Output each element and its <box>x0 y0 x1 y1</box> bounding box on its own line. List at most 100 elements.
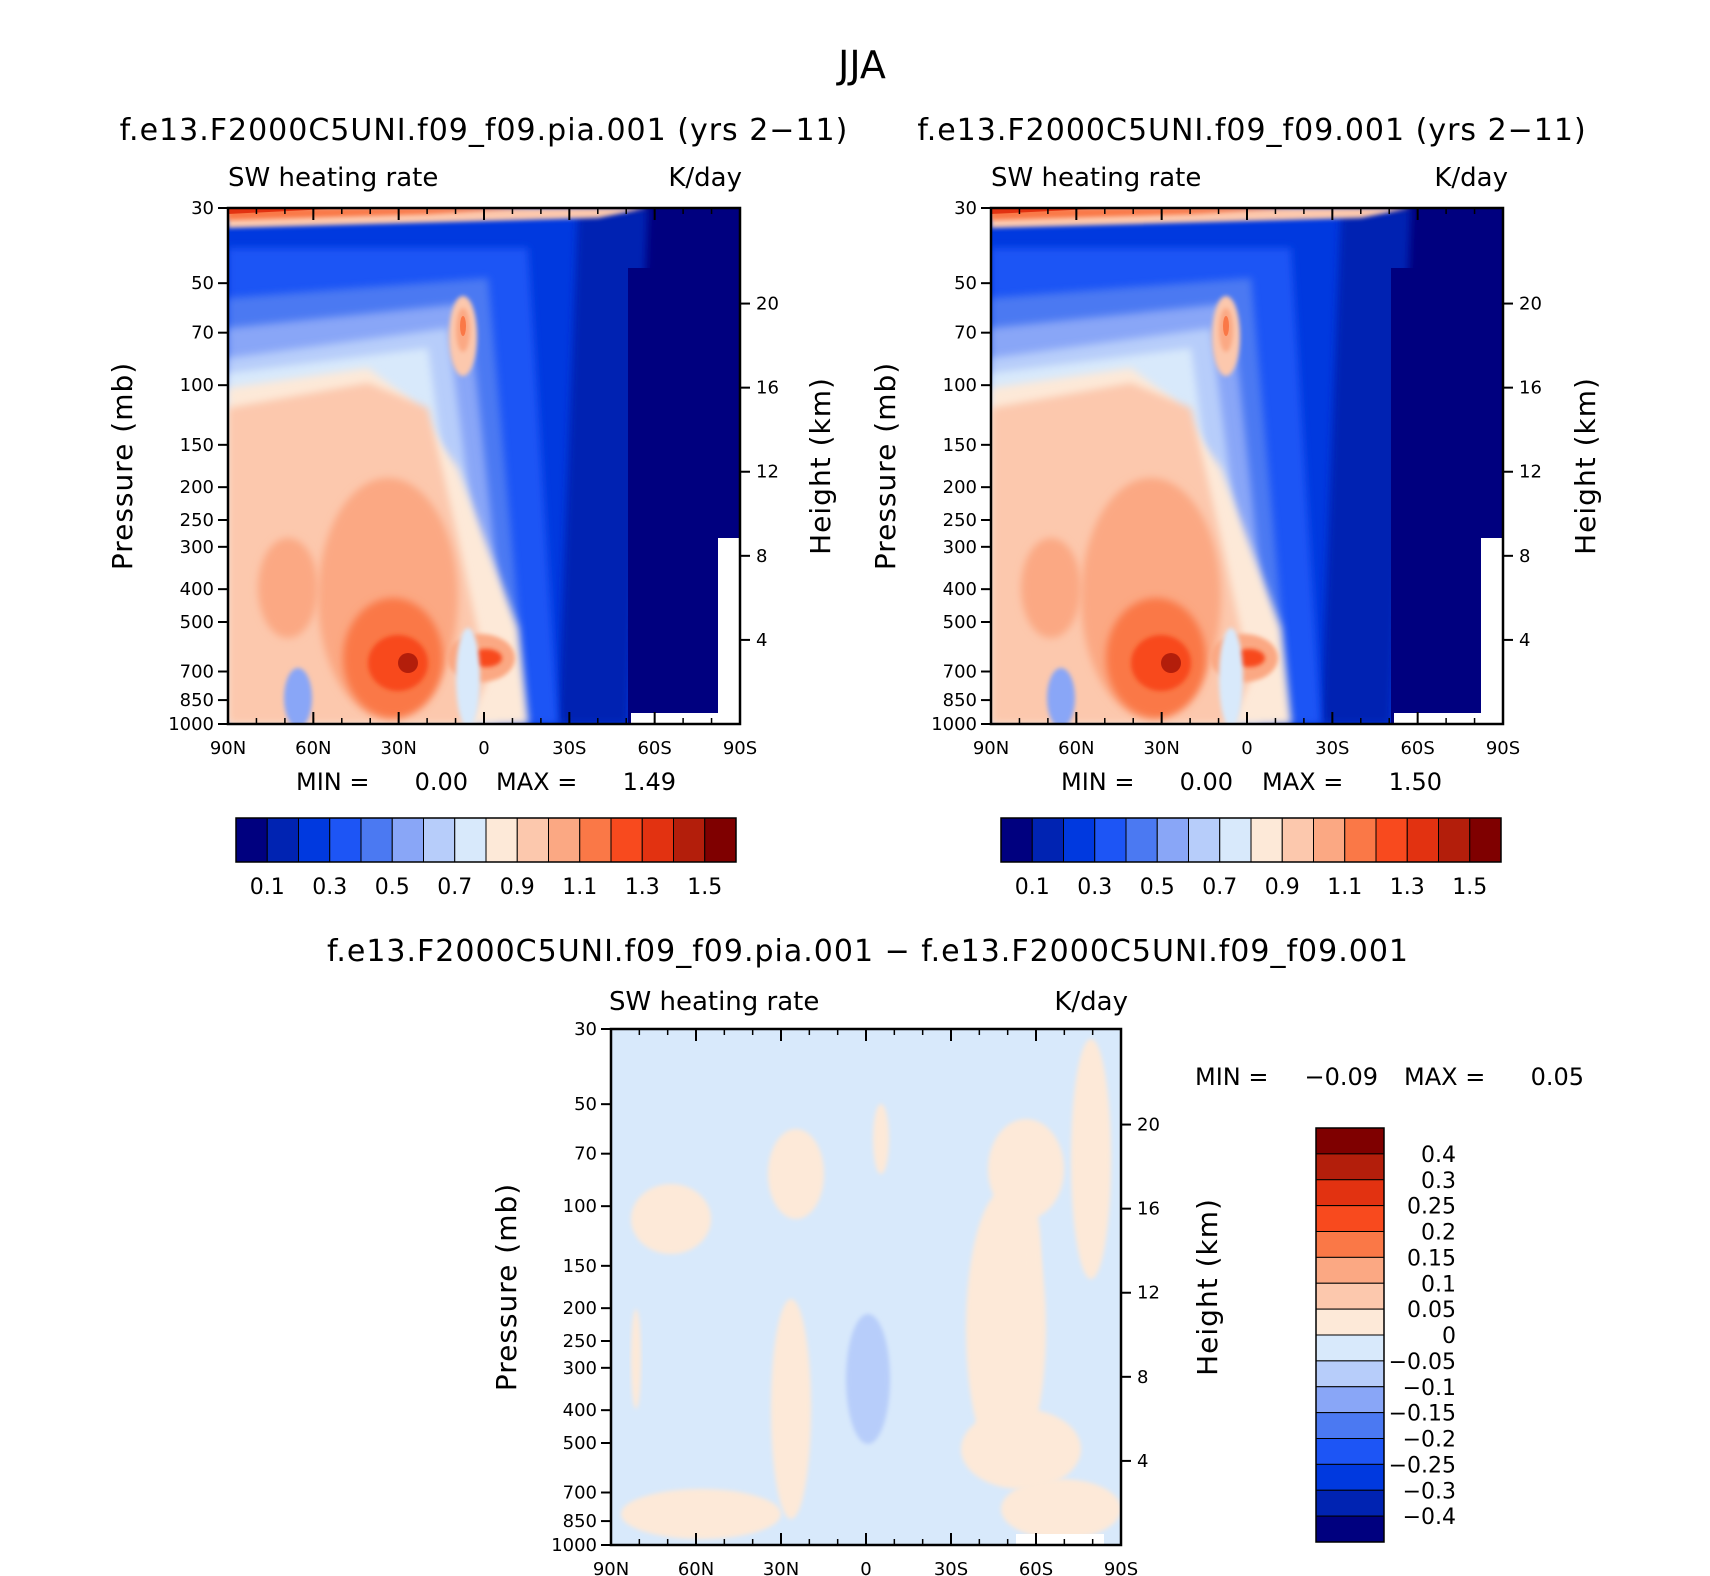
colorbar-label: 0.7 <box>437 875 472 900</box>
y-tick-label: 400 <box>943 579 977 600</box>
colorbar-label: −0.3 <box>1403 1479 1456 1504</box>
colorbar-swatch <box>1315 1412 1385 1439</box>
x-tick-label: 0 <box>860 1559 871 1576</box>
panel-bottom-variable: SW heating rate <box>609 987 819 1017</box>
colorbar-label: 0.4 <box>1421 1143 1456 1168</box>
colorbar-label: −0.4 <box>1403 1505 1456 1530</box>
colorbar-swatch <box>579 817 612 863</box>
colorbar-swatch <box>1315 1231 1385 1258</box>
y-tick-label: 1000 <box>551 1535 597 1556</box>
x-tick-label: 90S <box>1486 738 1520 759</box>
y-tick-label: 70 <box>954 323 977 344</box>
panel-right-min-label: MIN = <box>1061 768 1134 796</box>
y2-tick-label: 8 <box>1519 546 1530 567</box>
colorbar-label: −0.05 <box>1389 1350 1456 1375</box>
panel-bottom-colorbar: 0.40.30.250.20.150.10.050−0.05−0.1−0.15−… <box>1315 1127 1456 1543</box>
colorbar-label: 0.1 <box>250 875 285 900</box>
y2-tick-label: 4 <box>1519 630 1530 651</box>
panel-right-ylabel: Pressure (mb) <box>869 362 902 570</box>
colorbar-label: 0.5 <box>375 875 410 900</box>
y2-tick-label: 12 <box>1137 1283 1160 1304</box>
y-tick-label: 70 <box>191 323 214 344</box>
y2-tick-label: 12 <box>1519 462 1542 483</box>
colorbar-label: 0.3 <box>312 875 347 900</box>
colorbar-label: 0.1 <box>1015 875 1050 900</box>
x-tick-label: 30N <box>763 1559 799 1576</box>
colorbar-swatch <box>1438 817 1471 863</box>
y-tick-label: 250 <box>563 1331 597 1352</box>
colorbar-swatch <box>1469 817 1502 863</box>
colorbar-swatch <box>1094 817 1127 863</box>
panel-right-contours <box>991 208 1503 724</box>
colorbar-label: 0.7 <box>1202 875 1237 900</box>
colorbar-swatch <box>1315 1205 1385 1232</box>
y-tick-label: 50 <box>954 273 977 294</box>
panel-bottom-min-label: MIN = <box>1195 1063 1268 1091</box>
colorbar-swatch <box>1315 1308 1385 1336</box>
panel-left-min-label: MIN = <box>296 768 369 796</box>
y2-tick-label: 16 <box>756 378 779 399</box>
y-tick-label: 1000 <box>168 714 214 735</box>
y-tick-label: 850 <box>563 1511 597 1532</box>
y-tick-label: 300 <box>563 1358 597 1379</box>
y-tick-label: 500 <box>943 612 977 633</box>
colorbar-swatch <box>1063 817 1096 863</box>
panel-right-title: f.e13.F2000C5UNI.f09_f09.001 (yrs 2−11) <box>917 113 1586 148</box>
y-tick-label: 150 <box>943 435 977 456</box>
panel-left-min-value: 0.00 <box>415 768 468 796</box>
colorbar-label: 0.3 <box>1421 1169 1456 1194</box>
colorbar-swatch <box>391 817 424 863</box>
panel-bottom-contours <box>611 1029 1121 1545</box>
panel-bottom-min-value: −0.09 <box>1304 1063 1378 1091</box>
figure-title: JJA <box>836 43 886 87</box>
panel-left-contours <box>228 208 740 724</box>
colorbar-swatch <box>1313 817 1346 863</box>
y-tick-label: 50 <box>191 273 214 294</box>
panel-left-colorbar: 0.1 0.3 0.5 0.7 0.9 1.1 1.3 1.5 <box>235 817 737 900</box>
panel-right-colorbar: 0.1 0.3 0.5 0.7 0.9 1.1 1.3 1.5 <box>1000 817 1502 900</box>
colorbar-swatch <box>1315 1463 1385 1491</box>
y-tick-label: 400 <box>180 579 214 600</box>
y-tick-label: 1000 <box>931 714 977 735</box>
colorbar-swatch <box>1315 1515 1385 1543</box>
x-tick-label: 0 <box>1241 738 1252 759</box>
y-tick-label: 30 <box>954 198 977 219</box>
y2-tick-label: 4 <box>1137 1451 1148 1472</box>
colorbar-swatch <box>1315 1334 1385 1362</box>
colorbar-swatch <box>1315 1256 1385 1284</box>
y-tick-label: 100 <box>180 375 214 396</box>
y2-tick-label: 8 <box>756 546 767 567</box>
colorbar-swatch <box>1315 1438 1385 1465</box>
colorbar-swatch <box>266 817 299 863</box>
x-tick-label: 30S <box>934 1559 968 1576</box>
y-tick-label: 250 <box>943 510 977 531</box>
colorbar-swatch <box>1375 817 1408 863</box>
colorbar-swatch <box>1250 817 1283 863</box>
panel-left-units: K/day <box>668 163 742 193</box>
colorbar-frame <box>235 817 737 863</box>
x-tick-label: 90N <box>973 738 1009 759</box>
panel-right-field <box>991 208 1503 724</box>
colorbar-label: 1.1 <box>1327 875 1362 900</box>
panel-right-units: K/day <box>1434 163 1508 193</box>
colorbar-swatch <box>1125 817 1158 863</box>
colorbar-swatch <box>1315 1360 1385 1388</box>
y-tick-label: 30 <box>191 198 214 219</box>
panel-right-max-value: 1.50 <box>1389 768 1442 796</box>
y2-tick-label: 16 <box>1137 1199 1160 1220</box>
colorbar-label: 1.5 <box>687 875 722 900</box>
y-tick-label: 50 <box>574 1094 597 1115</box>
panel-left-y2label: Height (km) <box>804 377 837 555</box>
panel-left-field <box>228 208 740 724</box>
colorbar-swatch <box>1000 817 1033 863</box>
colorbar-swatch <box>360 817 393 863</box>
x-tick-label: 0 <box>478 738 489 759</box>
panel-right-variable: SW heating rate <box>991 163 1201 193</box>
colorbar-swatch <box>1406 817 1439 863</box>
panel-bottom-title: f.e13.F2000C5UNI.f09_f09.pia.001 − f.e13… <box>327 934 1409 969</box>
x-tick-label: 60N <box>295 738 331 759</box>
colorbar-swatch <box>298 817 331 863</box>
panel-bottom-ylabel: Pressure (mb) <box>490 1183 523 1391</box>
colorbar-swatch <box>329 817 362 863</box>
colorbar-label: 0.9 <box>500 875 535 900</box>
